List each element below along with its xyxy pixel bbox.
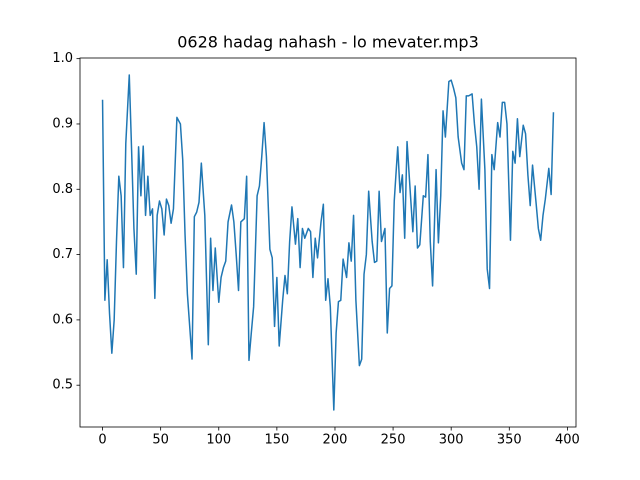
y-tick-label: 0.7 bbox=[52, 247, 73, 262]
x-tick-label: 50 bbox=[152, 433, 169, 448]
x-tick-label: 250 bbox=[381, 433, 406, 448]
y-tick-label: 0.8 bbox=[52, 182, 73, 197]
x-tick-label: 0 bbox=[98, 433, 106, 448]
x-tick-label: 150 bbox=[264, 433, 289, 448]
x-tick-label: 300 bbox=[439, 433, 464, 448]
chart-title: 0628 hadag nahash - lo mevater.mp3 bbox=[177, 33, 479, 52]
y-tick-label: 0.9 bbox=[52, 116, 73, 131]
axes-frame bbox=[79, 57, 577, 428]
x-tick-label: 350 bbox=[497, 433, 522, 448]
x-tick-label: 100 bbox=[206, 433, 231, 448]
x-tick-label: 400 bbox=[555, 433, 580, 448]
y-tick-label: 0.6 bbox=[52, 312, 73, 327]
x-tick-label: 200 bbox=[323, 433, 348, 448]
data-line bbox=[101, 74, 555, 411]
y-tick-label: 1.0 bbox=[52, 51, 73, 66]
y-tick-label: 0.5 bbox=[52, 378, 73, 393]
